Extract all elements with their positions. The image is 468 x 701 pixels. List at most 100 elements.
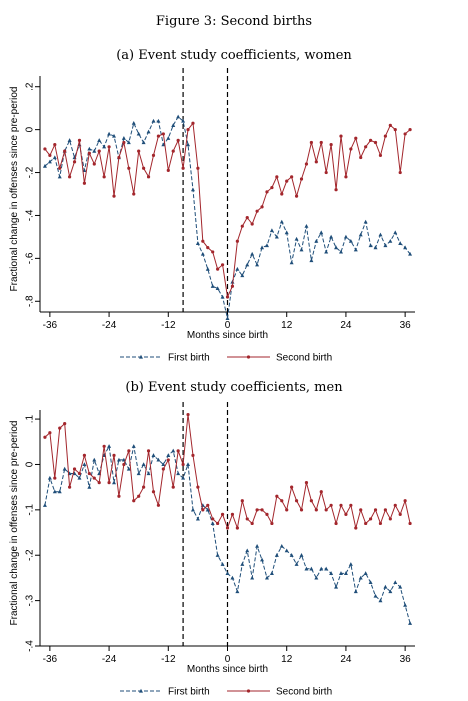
data-point-first-birth (121, 136, 126, 140)
chart-men: .1 0 -.1 -.2 -.3 -.4 -36 -24 -12 0 12 24 36 Months si… (9, 402, 415, 698)
data-point-second-birth (324, 170, 328, 175)
data-point-first-birth (240, 273, 245, 278)
y-tick-label: -.8 (25, 295, 36, 307)
data-point-first-birth (195, 516, 200, 521)
data-point-second-birth (378, 521, 383, 526)
legend-marker (139, 354, 143, 359)
y-axis-label: Fractional change in offenses since pre-… (9, 87, 20, 292)
legend-marker (139, 688, 143, 693)
data-point-second-birth (383, 508, 387, 512)
data-point-first-birth (190, 507, 195, 512)
data-point-first-birth (151, 453, 156, 457)
data-point-first-birth (393, 230, 398, 235)
data-point-first-birth (255, 262, 260, 267)
data-point-second-birth (186, 128, 190, 132)
data-point-second-birth (393, 128, 397, 132)
data-point-second-birth (211, 517, 215, 521)
data-point-second-birth (127, 166, 131, 170)
data-point-second-birth (275, 175, 279, 179)
data-point-second-birth (171, 149, 175, 153)
data-point-second-birth (132, 499, 136, 503)
data-point-second-birth (58, 426, 62, 430)
data-point-first-birth (220, 562, 225, 566)
data-point-second-birth (344, 512, 348, 516)
y-tick-label: -.4 (25, 640, 36, 652)
data-point-second-birth (112, 194, 116, 198)
data-point-first-birth (131, 121, 136, 125)
data-point-second-birth (117, 155, 121, 160)
data-point-second-birth (270, 185, 274, 190)
data-point-first-birth (186, 462, 191, 467)
data-point-second-birth (72, 160, 77, 164)
data-point-second-birth (142, 485, 146, 489)
data-point-first-birth (368, 580, 373, 585)
data-point-second-birth (186, 412, 190, 417)
data-point-first-birth (348, 562, 353, 566)
data-point-first-birth (353, 589, 358, 594)
data-point-first-birth (250, 575, 255, 580)
data-point-second-birth (201, 508, 205, 512)
data-point-first-birth (353, 247, 358, 252)
data-point-first-birth (171, 448, 176, 453)
data-point-first-birth (299, 247, 304, 252)
data-point-first-birth (131, 444, 136, 448)
data-point-second-birth (299, 177, 304, 181)
data-point-first-birth (269, 571, 274, 575)
data-point-first-birth (378, 598, 383, 603)
data-point-second-birth (146, 175, 151, 179)
data-point-second-birth (151, 153, 156, 157)
data-point-second-birth (102, 444, 106, 448)
data-point-first-birth (393, 580, 398, 585)
data-point-second-birth (260, 508, 264, 512)
data-point-first-birth (343, 234, 348, 239)
data-point-second-birth (117, 494, 121, 498)
data-point-second-birth (151, 490, 156, 494)
data-point-second-birth (270, 521, 274, 526)
data-point-second-birth (181, 166, 185, 170)
data-point-second-birth (329, 503, 333, 507)
data-point-second-birth (206, 246, 210, 250)
data-point-first-birth (334, 584, 339, 589)
data-point-second-birth (403, 499, 407, 503)
x-axis-label: Months since birth (187, 664, 268, 675)
data-point-second-birth (107, 481, 111, 485)
data-point-first-birth (260, 245, 265, 250)
data-point-second-birth (250, 222, 254, 226)
data-point-second-birth (373, 140, 378, 145)
data-point-second-birth (211, 250, 215, 254)
data-point-second-birth (314, 160, 318, 164)
data-point-second-birth (260, 205, 264, 209)
data-point-second-birth (206, 503, 210, 507)
data-point-second-birth (72, 467, 77, 471)
data-point-second-birth (304, 481, 309, 485)
data-point-second-birth (82, 453, 87, 457)
data-point-second-birth (240, 224, 244, 228)
data-point-second-birth (220, 263, 225, 267)
data-point-second-birth (383, 134, 387, 138)
y-tick-label: .1 (25, 414, 36, 423)
data-point-first-birth (181, 118, 186, 123)
data-point-first-birth (82, 462, 87, 467)
data-point-first-birth (141, 140, 146, 145)
data-point-first-birth (146, 129, 151, 134)
data-point-second-birth (196, 485, 200, 489)
data-point-second-birth (68, 485, 72, 489)
data-point-second-birth (87, 471, 91, 476)
data-point-second-birth (43, 435, 47, 439)
data-point-second-birth (132, 192, 136, 196)
data-point-first-birth (329, 234, 334, 239)
data-point-second-birth (280, 192, 284, 196)
data-point-first-birth (264, 575, 269, 580)
data-point-first-birth (294, 236, 299, 241)
data-point-first-birth (166, 453, 171, 457)
data-point-first-birth (156, 457, 161, 462)
data-point-first-birth (190, 187, 195, 192)
data-point-first-birth (403, 602, 408, 607)
data-point-second-birth (245, 517, 249, 521)
data-point-second-birth (290, 175, 294, 179)
data-point-second-birth (378, 153, 383, 157)
x-axis-label: Months since birth (187, 330, 268, 341)
data-point-first-birth (304, 223, 309, 228)
data-point-first-birth (57, 174, 62, 179)
data-point-first-birth (57, 489, 62, 494)
